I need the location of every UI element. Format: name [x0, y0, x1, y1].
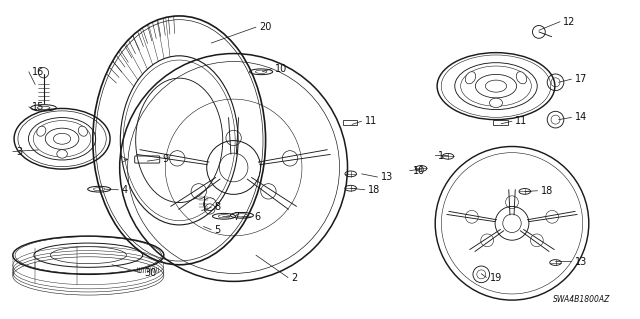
Text: 7: 7 [234, 212, 240, 222]
Text: 10: 10 [275, 63, 287, 74]
Text: 11: 11 [515, 116, 527, 126]
Text: 13: 13 [575, 256, 587, 267]
Text: 20: 20 [259, 22, 271, 32]
Text: 15: 15 [32, 102, 44, 112]
Text: 8: 8 [214, 202, 221, 212]
Text: 6: 6 [254, 212, 260, 222]
Text: 16: 16 [32, 67, 44, 77]
Ellipse shape [490, 98, 502, 108]
Text: 18: 18 [368, 185, 380, 195]
Ellipse shape [516, 72, 527, 84]
Text: 12: 12 [563, 17, 575, 27]
Text: 4: 4 [122, 185, 128, 195]
Text: 30: 30 [144, 268, 156, 278]
Ellipse shape [78, 126, 88, 136]
Ellipse shape [57, 150, 67, 158]
Ellipse shape [465, 72, 476, 84]
Text: 5: 5 [214, 225, 221, 235]
Text: 17: 17 [575, 74, 587, 84]
Text: 11: 11 [365, 116, 377, 126]
Text: 1: 1 [438, 151, 445, 161]
Text: 13: 13 [381, 172, 393, 182]
Text: 19: 19 [490, 272, 502, 283]
Text: 3: 3 [16, 146, 22, 157]
Text: 10: 10 [413, 166, 425, 176]
Text: 14: 14 [575, 112, 587, 122]
Text: 18: 18 [541, 186, 553, 196]
Text: SWA4B1800AZ: SWA4B1800AZ [552, 295, 610, 304]
Ellipse shape [36, 126, 46, 136]
Text: 9: 9 [162, 154, 168, 165]
Text: 2: 2 [291, 272, 298, 283]
